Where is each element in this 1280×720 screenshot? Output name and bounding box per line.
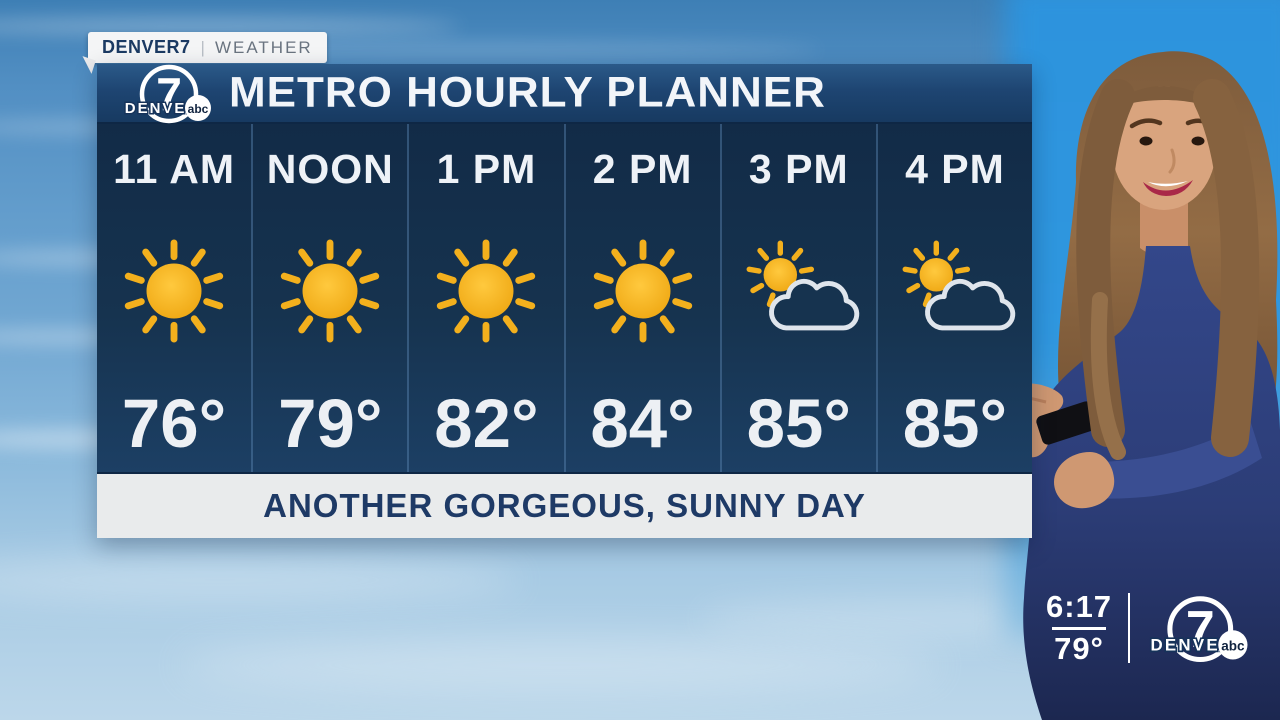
badge-section-label: WEATHER (214, 37, 313, 57)
station-name: DENVER7 (102, 37, 191, 57)
hourly-forecast-row: 11 AM 76° NOON 79° 1 PM 82° 2 PM 84° 3 P… (97, 124, 1032, 472)
cloud-streak (180, 640, 940, 690)
clock-block: 6:17 79° (1046, 588, 1113, 666)
current-temp: 79° (1054, 630, 1104, 666)
hour-temp: 82° (434, 385, 539, 462)
denver7-abc-bug-logo (1144, 590, 1252, 666)
denver7-abc-logo (119, 60, 215, 126)
sunny-icon (409, 193, 563, 389)
sunny-icon (97, 193, 251, 389)
badge-divider: | (200, 37, 205, 57)
hour-temp: 85° (746, 385, 851, 462)
hour-label: 1 PM (436, 146, 537, 192)
sunny-icon (566, 193, 720, 389)
time-temp-bug: 6:17 79° (1046, 590, 1252, 666)
hour-temp: 76° (121, 385, 227, 462)
cloud-streak (0, 18, 460, 34)
hour-column-11am: 11 AM 76° (97, 124, 254, 472)
hour-temp: 84° (590, 385, 695, 462)
bug-vertical-divider (1128, 593, 1131, 663)
forecast-banner: ANOTHER GORGEOUS, SUNNY DAY (97, 472, 1032, 538)
hourly-planner-panel: METRO HOURLY PLANNER 11 AM 76° NOON 79° … (97, 64, 1032, 538)
hour-column-2pm: 2 PM 84° (566, 124, 722, 472)
planner-title: METRO HOURLY PLANNER (229, 69, 826, 117)
hour-label: 4 PM (905, 146, 1005, 192)
partly-cloudy-icon (878, 193, 1032, 389)
hour-temp: 79° (278, 385, 383, 462)
hour-column-4pm: 4 PM 85° (878, 124, 1032, 472)
hour-temp: 85° (902, 385, 1008, 462)
sunny-icon (253, 193, 407, 389)
bug-divider-line (1052, 626, 1107, 630)
hour-label: 2 PM (592, 146, 693, 192)
hour-label: 11 AM (113, 146, 236, 192)
hour-column-1pm: 1 PM 82° (409, 124, 566, 472)
hour-column-3pm: 3 PM 85° (722, 124, 878, 472)
forecast-banner-text: ANOTHER GORGEOUS, SUNNY DAY (263, 487, 866, 524)
hour-label: 3 PM (748, 146, 849, 192)
partly-cloudy-icon (722, 193, 876, 389)
cloud-streak (0, 560, 520, 600)
hour-column-noon: NOON 79° (253, 124, 410, 472)
hour-label: NOON (266, 146, 394, 192)
station-badge: DENVER7 | WEATHER (88, 32, 327, 63)
planner-header: METRO HOURLY PLANNER (97, 64, 1032, 124)
current-time: 6:17 (1046, 588, 1113, 624)
